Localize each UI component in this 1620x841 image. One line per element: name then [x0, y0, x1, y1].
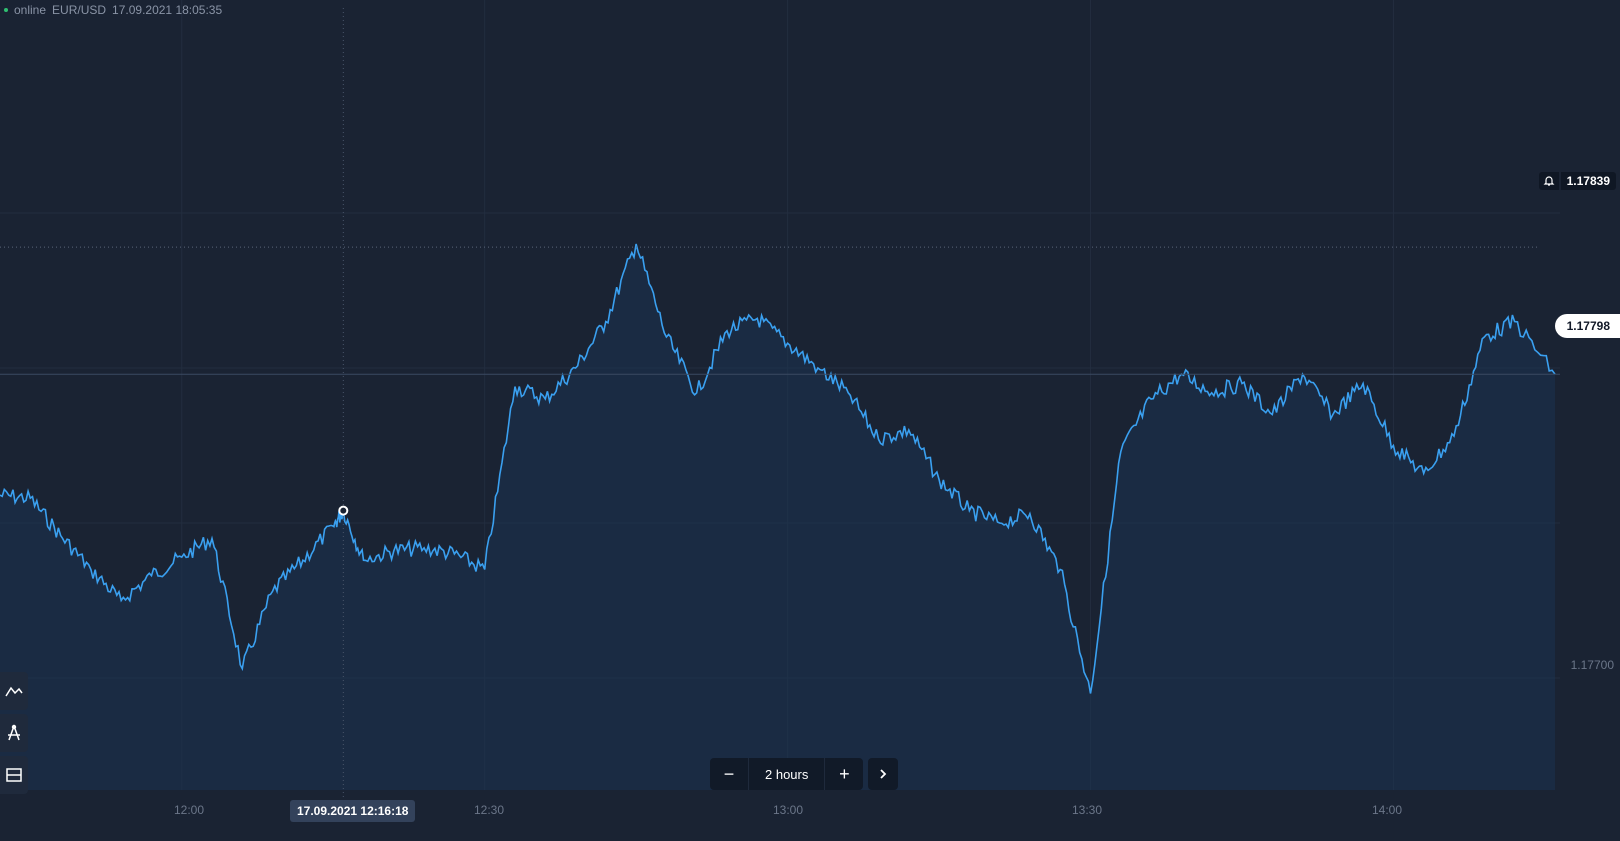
drawing-tools-button[interactable]: [0, 714, 28, 752]
header-datetime: 17.09.2021 18:05:35: [112, 3, 223, 17]
left-toolbar: [0, 672, 28, 794]
time-tick: 13:30: [1071, 803, 1103, 817]
divider: [748, 758, 749, 790]
symbol-text: EUR/USD: [52, 3, 107, 17]
chart-header: online EUR/USD 17.09.2021 18:05:35: [4, 3, 222, 17]
chart-type-icon: [5, 686, 23, 697]
chevron-right-icon: [880, 769, 887, 779]
layout-button[interactable]: [0, 756, 28, 794]
alert-price-value: 1.17839: [1560, 172, 1616, 190]
divider: [824, 758, 826, 790]
price-line: [0, 243, 1556, 694]
bell-icon[interactable]: [1538, 172, 1559, 190]
current-price-tag: 1.17798: [1554, 314, 1620, 338]
crosshair-time-label: 17.09.2021 12:16:18: [290, 800, 416, 822]
time-tick: 12:00: [173, 803, 205, 817]
alert-price-tag[interactable]: 1.17839: [1538, 172, 1616, 190]
scroll-forward-button[interactable]: [868, 758, 898, 790]
price-area: [0, 244, 1555, 790]
time-tick: 12:30: [473, 803, 505, 817]
zoom-out-button[interactable]: −: [723, 763, 735, 784]
time-tick: 14:00: [1371, 803, 1403, 817]
zoom-in-button[interactable]: +: [839, 763, 850, 784]
crosshair-point: [338, 505, 349, 516]
period-label[interactable]: 2 hours: [765, 766, 809, 782]
chart-type-button[interactable]: [0, 672, 28, 710]
online-status-icon: [4, 8, 8, 12]
zoom-control: − 2 hours +: [710, 758, 864, 790]
layout-icon: [6, 768, 22, 782]
drawing-tools-icon: [8, 724, 20, 741]
price-axis-tick: 1.17700: [1570, 658, 1614, 672]
time-tick: 13:00: [772, 803, 804, 817]
status-text: online: [14, 3, 47, 17]
